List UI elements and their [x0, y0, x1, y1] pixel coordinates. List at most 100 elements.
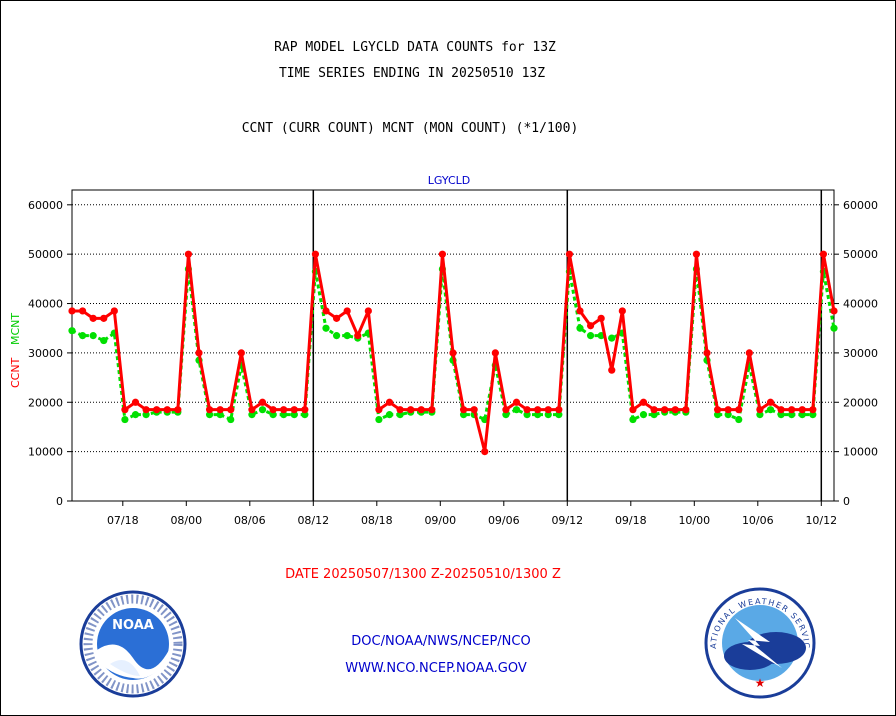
- data-point-mcnt: [502, 411, 510, 419]
- data-point-ccnt: [544, 406, 552, 414]
- data-point-ccnt: [735, 406, 743, 414]
- data-point-mcnt: [290, 411, 298, 419]
- org-line: DOC/NOAA/NWS/NCEP/NCO: [351, 634, 530, 649]
- data-point-mcnt: [788, 411, 796, 419]
- data-point-mcnt: [332, 332, 341, 340]
- data-point-mcnt: [576, 324, 584, 332]
- data-point-ccnt: [121, 406, 129, 414]
- data-point-mcnt: [385, 411, 394, 419]
- data-point-ccnt: [343, 307, 351, 315]
- y-tick-label-left: 20000: [28, 396, 63, 409]
- data-point-ccnt: [661, 406, 669, 414]
- data-point-mcnt: [523, 411, 531, 419]
- data-point-ccnt: [608, 366, 616, 374]
- data-point-ccnt: [713, 406, 722, 414]
- data-point-mcnt: [100, 336, 108, 345]
- data-point-ccnt: [290, 406, 298, 414]
- data-point-ccnt: [375, 406, 383, 414]
- data-point-mcnt: [735, 415, 743, 424]
- x-tick-label: 08/18: [361, 514, 393, 527]
- data-point-mcnt: [205, 411, 214, 419]
- data-point-ccnt: [449, 349, 457, 357]
- data-point-mcnt: [142, 411, 150, 419]
- data-point-mcnt: [766, 406, 775, 414]
- data-point-ccnt: [248, 406, 256, 414]
- y-tick-label-right: 60000: [843, 199, 878, 212]
- data-point-ccnt: [788, 406, 796, 414]
- data-point-ccnt: [216, 406, 224, 414]
- data-point-ccnt: [237, 349, 245, 357]
- data-point-mcnt: [830, 324, 838, 332]
- y-tick-label-right: 50000: [843, 248, 878, 261]
- data-point-ccnt: [438, 250, 447, 258]
- data-point-ccnt: [110, 307, 118, 315]
- data-point-ccnt: [311, 250, 320, 258]
- data-point-ccnt: [830, 307, 838, 315]
- data-point-ccnt: [639, 398, 648, 406]
- data-point-ccnt: [301, 406, 309, 414]
- data-point-mcnt: [121, 415, 129, 424]
- y-tick-label-right: 20000: [843, 396, 878, 409]
- data-point-ccnt: [332, 314, 341, 322]
- y-axis-label-mcnt: MCNT: [9, 313, 22, 345]
- data-point-ccnt: [502, 406, 510, 414]
- data-point-ccnt: [428, 406, 436, 414]
- data-point-ccnt: [258, 398, 267, 406]
- data-point-ccnt: [364, 307, 372, 315]
- svg-text:★: ★: [755, 676, 766, 690]
- data-point-ccnt: [523, 406, 531, 414]
- data-point-ccnt: [142, 406, 150, 414]
- data-point-mcnt: [280, 411, 288, 419]
- data-point-mcnt: [639, 411, 648, 419]
- data-point-mcnt: [131, 411, 140, 419]
- data-point-ccnt: [745, 349, 753, 357]
- chart-subtitle: TIME SERIES ENDING IN 20250510 13Z: [279, 66, 545, 81]
- noaa-logo-text: NOAA: [112, 618, 154, 633]
- y-tick-label-left: 10000: [28, 446, 63, 459]
- data-point-ccnt: [586, 322, 595, 330]
- data-point-ccnt: [184, 250, 193, 258]
- data-point-ccnt: [798, 406, 806, 414]
- data-point-mcnt: [650, 411, 658, 419]
- data-point-ccnt: [777, 406, 785, 414]
- data-point-ccnt: [100, 314, 108, 322]
- data-point-ccnt: [682, 406, 690, 414]
- data-point-ccnt: [385, 398, 394, 406]
- data-point-mcnt: [248, 411, 256, 419]
- data-point-mcnt: [713, 411, 722, 419]
- y-tick-label-left: 50000: [28, 248, 63, 261]
- plot-area: 0 0 10000 10000 20000 20000 30000 30000 40000 400…: [28, 189, 878, 527]
- x-tick-label: 09/06: [488, 514, 520, 527]
- data-point-ccnt: [174, 406, 182, 414]
- data-point-mcnt: [459, 411, 468, 419]
- chart-title: RAP MODEL LGYCLD DATA COUNTS for 13Z: [274, 40, 556, 55]
- data-point-ccnt: [819, 250, 828, 258]
- data-point-ccnt: [597, 314, 605, 322]
- data-point-mcnt: [375, 415, 383, 424]
- data-point-mcnt: [322, 324, 330, 332]
- data-point-mcnt: [534, 411, 542, 419]
- data-point-ccnt: [534, 406, 542, 414]
- data-point-mcnt: [269, 411, 277, 419]
- data-point-mcnt: [343, 332, 351, 340]
- y-tick-label-left: 40000: [28, 298, 63, 311]
- x-tick-label: 10/12: [805, 514, 837, 527]
- data-point-ccnt: [459, 406, 468, 414]
- data-point-ccnt: [68, 307, 76, 315]
- x-tick-label: 08/12: [297, 514, 329, 527]
- y-tick-label-right: 30000: [843, 347, 878, 360]
- data-point-ccnt: [131, 398, 140, 406]
- data-point-ccnt: [629, 406, 637, 414]
- data-point-mcnt: [216, 411, 224, 419]
- data-point-mcnt: [301, 411, 309, 419]
- y-tick-label-left: 60000: [28, 199, 63, 212]
- data-point-ccnt: [491, 349, 499, 357]
- y-tick-label-right: 10000: [843, 446, 878, 459]
- x-tick-label: 08/00: [170, 514, 202, 527]
- data-point-ccnt: [809, 406, 817, 414]
- x-tick-label: 08/06: [234, 514, 266, 527]
- data-point-mcnt: [608, 334, 616, 342]
- data-point-mcnt: [629, 415, 637, 424]
- data-point-mcnt: [724, 411, 732, 419]
